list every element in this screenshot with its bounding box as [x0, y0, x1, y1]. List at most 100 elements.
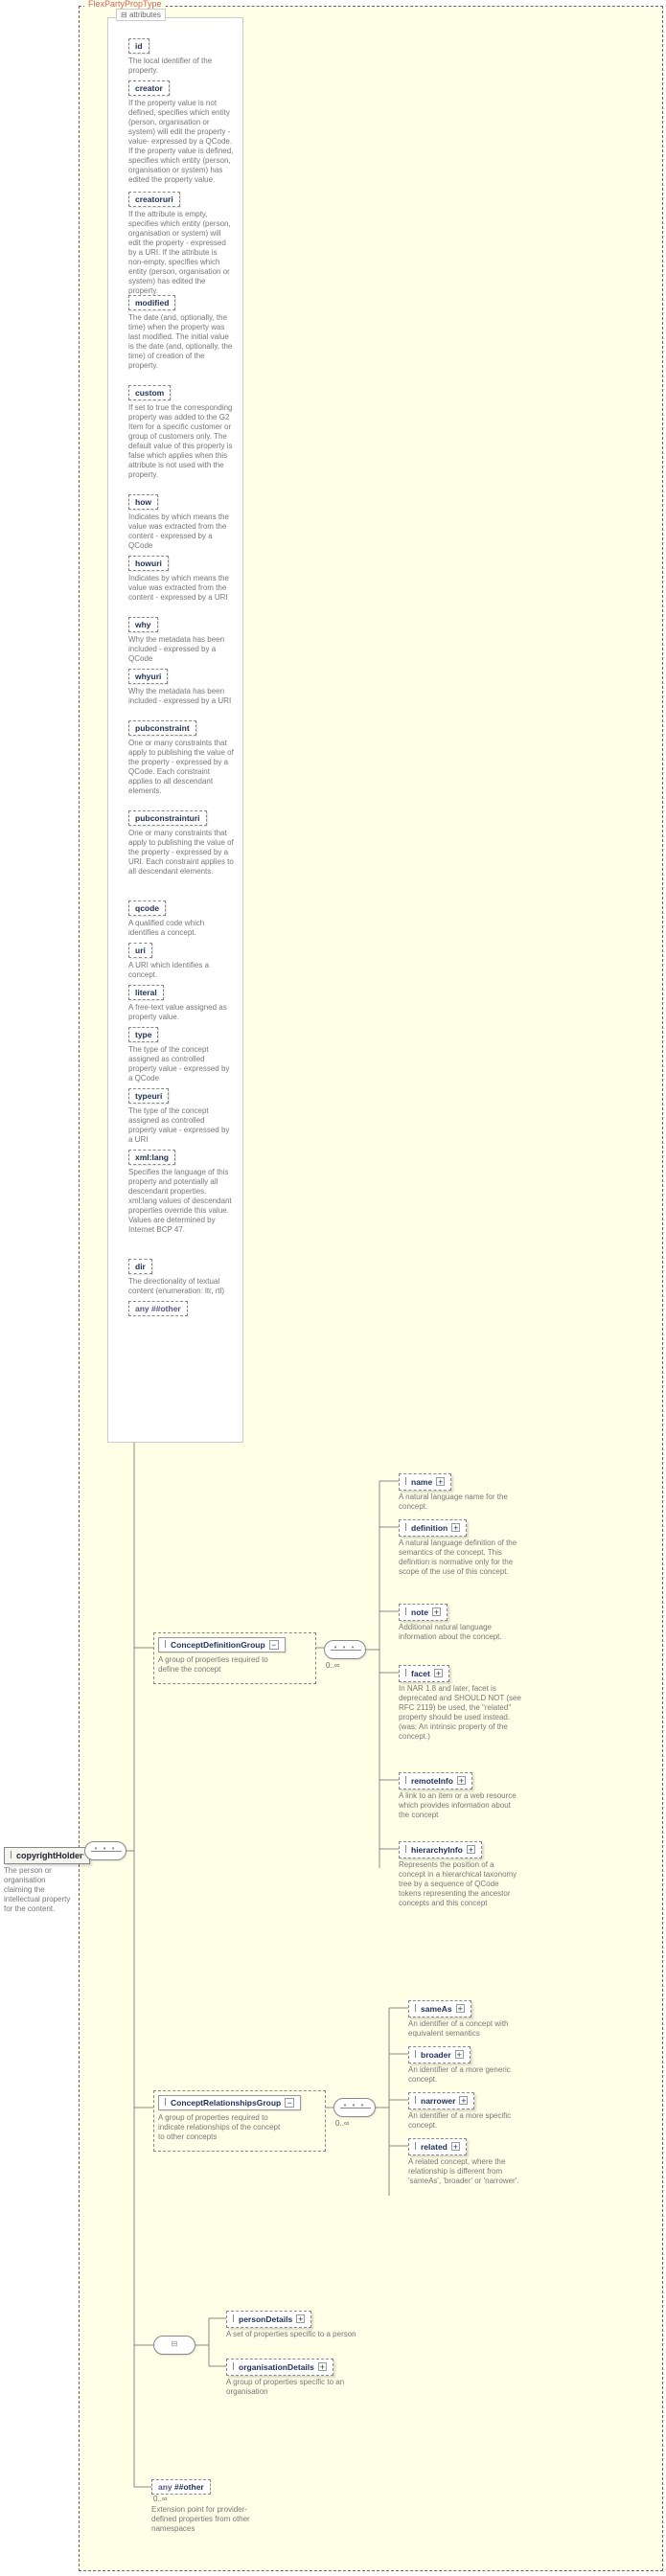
- concept-relationships-group: ConceptRelationshipsGroup− A group of pr…: [153, 2090, 326, 2152]
- element-desc: An identifier of a concept with equivale…: [408, 2019, 531, 2039]
- attribute-name: whyuri: [128, 669, 168, 684]
- concept-definition-group: ConceptDefinitionGroup− A group of prope…: [153, 1632, 316, 1684]
- root-element-label: copyrightHolder: [16, 1851, 83, 1860]
- element-node: organisationDetails+: [226, 2359, 333, 2376]
- attribute-name: pubconstraint: [128, 720, 196, 736]
- attribute-name: creator: [128, 80, 170, 96]
- crg-sequence: 0..∞: [333, 2098, 376, 2128]
- element-desc: A link to an item or a web resource whic…: [399, 1791, 521, 1820]
- attribute-creatoruri: creatoruri If the attribute is empty, spe…: [128, 192, 234, 296]
- attribute-type: typeThe type of the concept assigned as …: [128, 1027, 234, 1083]
- attribute-desc: The local identifier of the property.: [128, 57, 234, 76]
- attribute-modified: modifiedThe date (and, optionally, the t…: [128, 295, 234, 371]
- attribute-name: literal: [128, 985, 164, 1000]
- element-desc: Additional natural language information …: [399, 1623, 521, 1642]
- group-title-cdg: ConceptDefinitionGroup−: [158, 1637, 286, 1653]
- attribute-desc: The type of the concept assigned as cont…: [128, 1045, 234, 1083]
- attribute-name: creatoruri: [128, 192, 180, 207]
- attribute-literal: literal A free-text value assigned as pro…: [128, 985, 234, 1022]
- cdg-cardinality: 0..∞: [326, 1661, 366, 1670]
- element-related: related+A related concept, where the rel…: [408, 2138, 533, 2186]
- attribute-desc: A URI which identifies a concept.: [128, 961, 234, 980]
- element-node: remoteInfo+: [399, 1772, 472, 1790]
- element-node: sameAs+: [408, 2000, 471, 2017]
- element-desc: A group of properties specific to an org…: [226, 2378, 360, 2397]
- attribute-name: how: [128, 494, 158, 510]
- attribute-typeuri: typeuri The type of the concept assigned …: [128, 1088, 234, 1145]
- attribute-desc: The type of the concept assigned as cont…: [128, 1106, 234, 1145]
- element-node: facet+: [399, 1665, 449, 1682]
- attribute-why: why Why the metadata has been included - …: [128, 617, 234, 664]
- type-title: FlexPartyPropType: [84, 0, 166, 9]
- attribute-pubconstrainturi: pubconstrainturi One or many constraints …: [128, 810, 234, 877]
- attribute-name: dir: [128, 1259, 152, 1274]
- element-organisationDetails: organisationDetails+A group of propertie…: [226, 2359, 351, 2397]
- attribute-uri: uri A URI which identifies a concept.: [128, 943, 234, 980]
- attribute-desc: Why the metadata has been included - exp…: [128, 687, 234, 706]
- attribute-id: idThe local identifier of the property.: [128, 38, 234, 76]
- element-desc: A natural language name for the concept.: [399, 1493, 521, 1512]
- attribute-desc: Specifies the language of this property …: [128, 1168, 234, 1235]
- group-desc-cdg: A group of properties required to define…: [158, 1655, 283, 1675]
- attribute-desc: One or many constraints that apply to pu…: [128, 739, 234, 796]
- attribute-desc: The directionality of textual content (e…: [128, 1277, 234, 1296]
- element-facet: facet+ In NAR 1.8 and later, facet is dep…: [399, 1665, 523, 1742]
- attribute-howuri: howuri Indicates by which means the value…: [128, 556, 234, 603]
- attribute-how: how Indicates by which means the value wa…: [128, 494, 234, 551]
- element-node: personDetails+: [226, 2311, 311, 2328]
- element-desc: A natural language definition of the sem…: [399, 1539, 521, 1577]
- attribute-desc: Indicates by which means the value was e…: [128, 513, 234, 551]
- attribute-name: howuri: [128, 556, 169, 571]
- attribute-name: pubconstrainturi: [128, 810, 207, 826]
- attribute-desc: Why the metadata has been included - exp…: [128, 635, 234, 664]
- element-node: definition+: [399, 1519, 467, 1537]
- attribute-name: uri: [128, 943, 152, 958]
- attribute-desc: A qualified code which identifies a conc…: [128, 919, 234, 938]
- attribute-name: why: [128, 617, 158, 632]
- element-note: note+ Additional natural language informa…: [399, 1604, 523, 1642]
- root-element-desc: The person or organisation claiming the …: [4, 1866, 73, 1914]
- attribute-desc: If the attribute is empty, specifies whi…: [128, 210, 234, 296]
- attribute-whyuri: whyuri Why the metadata has been included…: [128, 669, 234, 706]
- any-label: any: [158, 2482, 172, 2492]
- choice-connector: [153, 2336, 195, 2357]
- any-desc: Extension point for provider-defined pro…: [151, 2505, 266, 2534]
- element-node: hierarchyInfo+: [399, 1841, 482, 1858]
- element-node: broader+: [408, 2046, 471, 2063]
- attribute-desc: Indicates by which means the value was e…: [128, 574, 234, 603]
- attribute-any: any ##other: [128, 1301, 188, 1316]
- any-cardinality: 0..∞: [153, 2495, 266, 2503]
- attribute-desc: One or many constraints that apply to pu…: [128, 829, 234, 877]
- crg-cardinality: 0..∞: [335, 2119, 376, 2128]
- element-narrower: narrower+An identifier of a more specifi…: [408, 2092, 533, 2131]
- element-hierarchyInfo: hierarchyInfo+Represents the position of…: [399, 1841, 523, 1908]
- extension-any: any ##other 0..∞ Extension point for pro…: [151, 2479, 266, 2534]
- element-remoteInfo: remoteInfo+A link to an item or a web re…: [399, 1772, 523, 1820]
- element-node: name+: [399, 1473, 451, 1491]
- group-desc-crg: A group of properties required to indica…: [158, 2113, 283, 2142]
- any-ns: ##other: [174, 2482, 204, 2492]
- element-desc: In NAR 1.8 and later, facet is deprecate…: [399, 1684, 521, 1742]
- attribute-desc: The date (and, optionally, the time) whe…: [128, 313, 234, 371]
- attribute-desc: A free-text value assigned as property v…: [128, 1003, 234, 1022]
- element-desc: A set of properties specific to a person: [226, 2330, 360, 2339]
- attribute-qcode: qcode A qualified code which identifies a…: [128, 900, 234, 938]
- attribute-name: typeuri: [128, 1088, 169, 1104]
- attribute-desc: If the property value is not defined, sp…: [128, 99, 234, 185]
- element-name: name+ A natural language name for the con…: [399, 1473, 523, 1512]
- element-node: narrower+: [408, 2092, 474, 2109]
- element-node: note+: [399, 1604, 448, 1621]
- group-title-cdg-label: ConceptDefinitionGroup: [171, 1640, 265, 1650]
- attribute-dir: dir The directionality of textual content…: [128, 1259, 234, 1296]
- group-title-crg-label: ConceptRelationshipsGroup: [171, 2098, 281, 2108]
- attribute-custom: customIf set to true the corresponding p…: [128, 385, 234, 480]
- attribute-name: xml:lang: [128, 1150, 175, 1165]
- attribute-creator: creator If the property value is not defi…: [128, 80, 234, 185]
- attribute-desc: If set to true the corresponding propert…: [128, 403, 234, 480]
- element-sameAs: sameAs+ An identifier of a concept with e…: [408, 2000, 533, 2039]
- element-definition: definition+ A natural language definition…: [399, 1519, 523, 1577]
- cdg-sequence: 0..∞: [324, 1640, 366, 1670]
- attribute-name: qcode: [128, 900, 166, 916]
- element-personDetails: personDetails+A set of properties specif…: [226, 2311, 351, 2339]
- element-node: related+: [408, 2138, 467, 2155]
